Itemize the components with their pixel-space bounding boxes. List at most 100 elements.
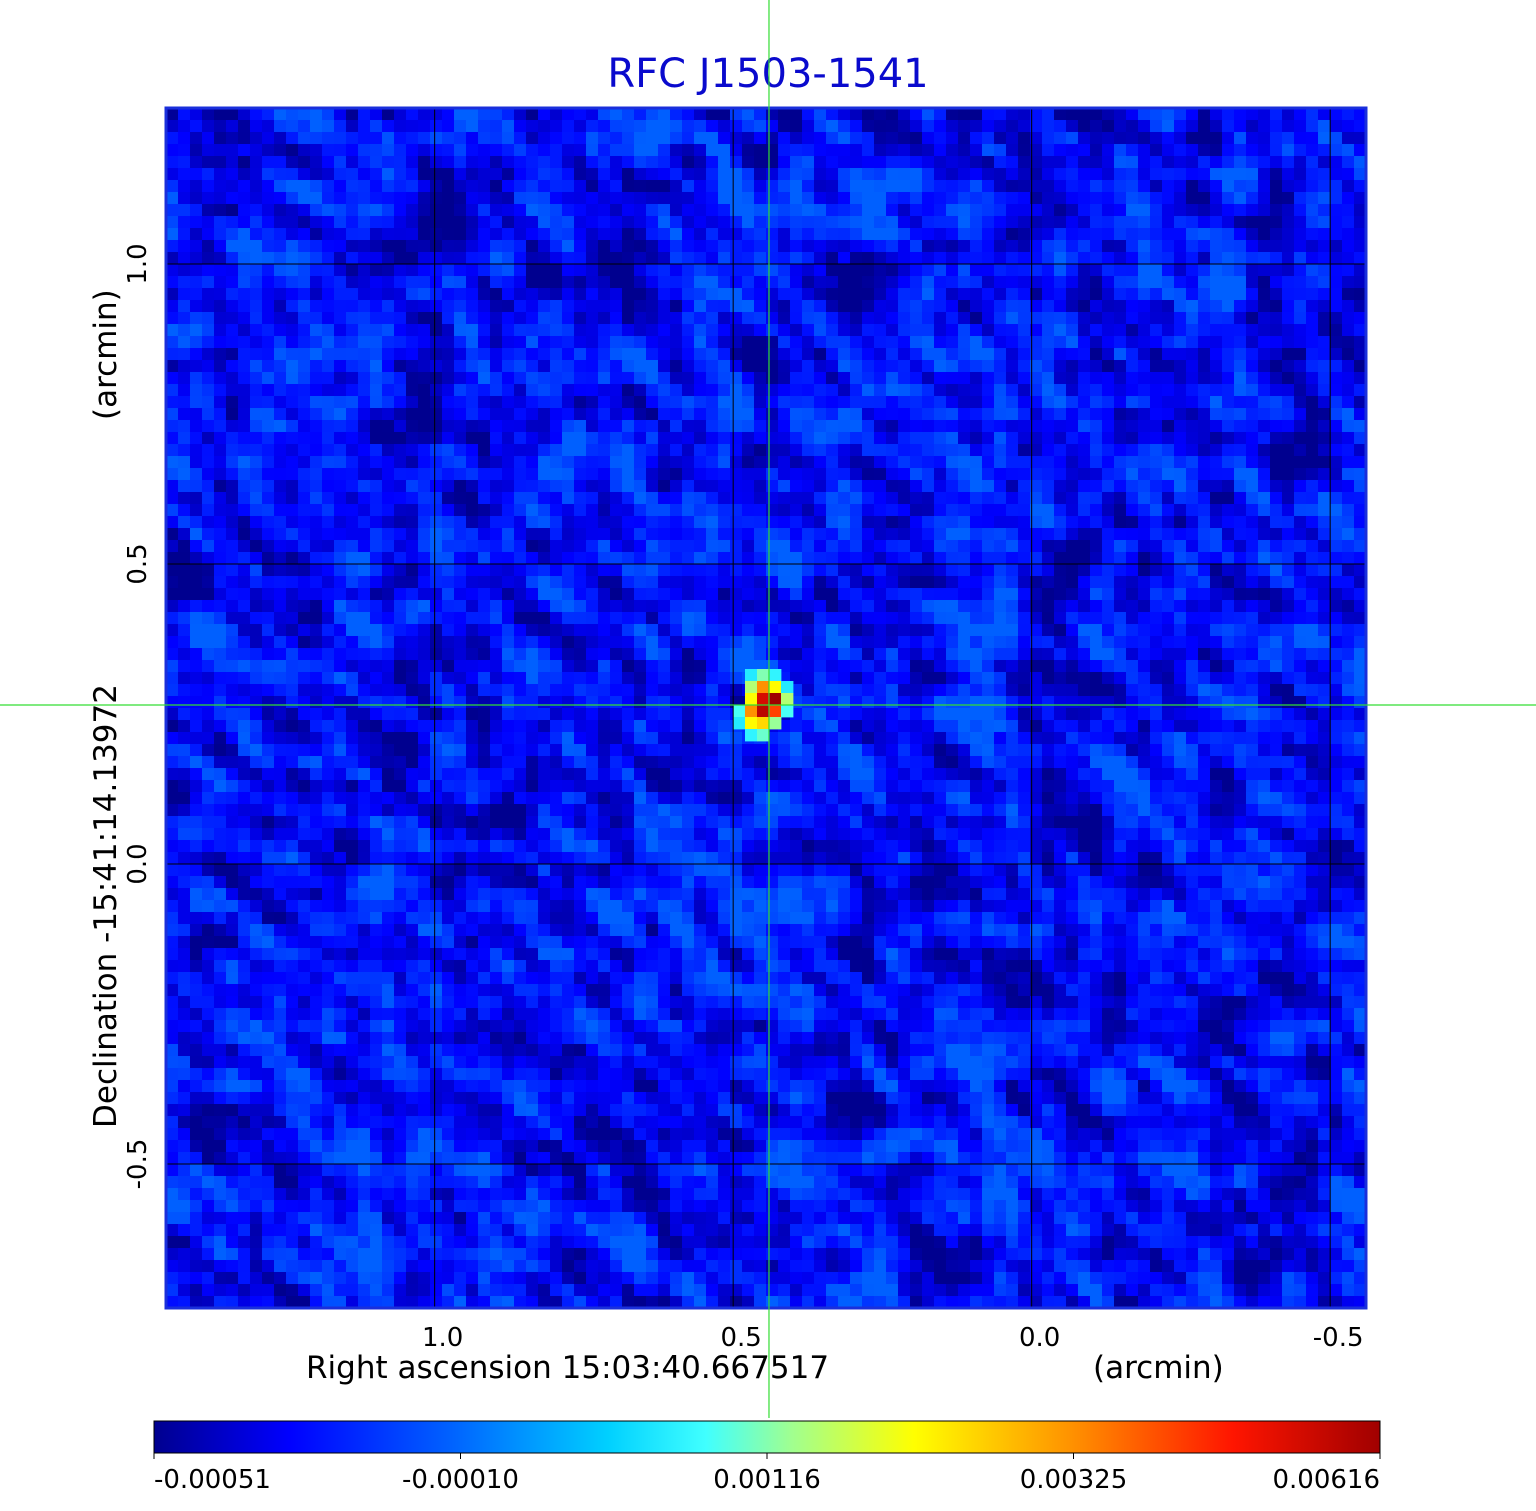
heatmap-cell xyxy=(886,672,899,685)
heatmap-cell xyxy=(430,612,443,625)
heatmap-cell xyxy=(550,360,563,373)
heatmap-cell xyxy=(886,636,899,649)
heatmap-cell xyxy=(490,600,503,613)
heatmap-cell xyxy=(1318,492,1331,505)
heatmap-cell xyxy=(1066,240,1079,253)
heatmap-cell xyxy=(754,216,767,229)
heatmap-cell xyxy=(310,312,323,325)
heatmap-cell xyxy=(1198,528,1211,541)
heatmap-cell xyxy=(442,120,455,133)
heatmap-cell xyxy=(562,612,575,625)
heatmap-cell xyxy=(958,384,971,397)
heatmap-cell xyxy=(1018,180,1031,193)
heatmap-cell xyxy=(694,252,707,265)
heatmap-cell xyxy=(934,312,947,325)
heatmap-cell xyxy=(1078,504,1091,517)
heatmap-cell xyxy=(1066,228,1079,241)
heatmap-cell xyxy=(406,324,419,337)
heatmap-cell xyxy=(1018,108,1031,121)
heatmap-cell xyxy=(610,636,623,649)
heatmap-cell xyxy=(430,348,443,361)
heatmap-cell xyxy=(874,180,887,193)
heatmap-cell xyxy=(1210,696,1223,709)
heatmap-cell xyxy=(946,156,959,169)
heatmap-cell xyxy=(598,276,611,289)
heatmap-cell xyxy=(622,132,635,145)
heatmap-cell xyxy=(490,516,503,529)
heatmap-cell xyxy=(1354,372,1366,385)
heatmap-cell xyxy=(1138,276,1151,289)
heatmap-cell xyxy=(1030,528,1043,541)
heatmap-cell xyxy=(490,180,503,193)
heatmap-cell xyxy=(1330,192,1343,205)
heatmap-cell xyxy=(1270,180,1283,193)
heatmap-cell xyxy=(394,144,407,157)
heatmap-cell xyxy=(1198,432,1211,445)
heatmap-cell xyxy=(1234,480,1247,493)
heatmap-cell xyxy=(802,276,815,289)
heatmap-cell xyxy=(718,540,731,553)
heatmap-cell xyxy=(1246,156,1259,169)
heatmap-cell xyxy=(202,264,215,277)
heatmap-cell xyxy=(1054,516,1067,529)
heatmap-cell xyxy=(946,264,959,277)
heatmap-cell xyxy=(178,264,191,277)
heatmap-cell xyxy=(778,108,791,121)
heatmap-cell xyxy=(1282,192,1295,205)
heatmap-cell xyxy=(478,240,491,253)
heatmap-cell xyxy=(1126,264,1139,277)
heatmap-cell xyxy=(394,288,407,301)
heatmap-cell xyxy=(910,168,923,181)
heatmap-cell xyxy=(814,156,827,169)
heatmap-cell xyxy=(214,648,227,661)
heatmap-cell xyxy=(1066,360,1079,373)
heatmap-cell xyxy=(358,540,371,553)
heatmap-cell xyxy=(1162,132,1175,145)
heatmap-cell xyxy=(790,624,803,637)
heatmap-cell xyxy=(190,360,203,373)
heatmap-cell xyxy=(502,180,515,193)
heatmap-cell xyxy=(898,612,911,625)
heatmap-cell xyxy=(898,240,911,253)
heatmap-cell xyxy=(1306,396,1319,409)
heatmap-cell xyxy=(298,204,311,217)
heatmap-cell xyxy=(454,648,467,661)
heatmap-cell xyxy=(682,540,695,553)
heatmap-cell xyxy=(226,264,239,277)
heatmap-cell xyxy=(1186,288,1199,301)
heatmap-cell xyxy=(226,648,239,661)
heatmap-cell xyxy=(262,336,275,349)
heatmap-cell xyxy=(1342,312,1355,325)
heatmap-cell xyxy=(406,612,419,625)
heatmap-cell xyxy=(634,300,647,313)
heatmap-cell xyxy=(586,348,599,361)
heatmap-cell xyxy=(610,156,623,169)
heatmap-cell xyxy=(1102,420,1115,433)
heatmap-cell xyxy=(598,648,611,661)
heatmap-cell xyxy=(1210,156,1223,169)
heatmap-cell xyxy=(646,696,659,709)
heatmap-cell xyxy=(1174,216,1187,229)
heatmap-cell xyxy=(802,312,815,325)
heatmap-cell xyxy=(514,384,527,397)
heatmap-cell xyxy=(1186,504,1199,517)
heatmap-cell xyxy=(838,648,851,661)
heatmap-cell xyxy=(610,552,623,565)
heatmap-cell xyxy=(994,564,1007,577)
heatmap-cell xyxy=(982,432,995,445)
heatmap-cell xyxy=(802,588,815,601)
heatmap-cell xyxy=(202,240,215,253)
heatmap-cell xyxy=(1258,180,1271,193)
heatmap-cell xyxy=(1186,132,1199,145)
heatmap-cell xyxy=(1258,660,1271,673)
heatmap-cell xyxy=(1042,204,1055,217)
heatmap-cell xyxy=(598,540,611,553)
heatmap-cell xyxy=(790,540,803,553)
heatmap-cell xyxy=(1006,408,1019,421)
heatmap-cell xyxy=(1342,300,1355,313)
heatmap-cell xyxy=(922,552,935,565)
heatmap-cell xyxy=(1318,504,1331,517)
heatmap-cell xyxy=(526,576,539,589)
heatmap-cell xyxy=(682,372,695,385)
heatmap-cell xyxy=(1186,180,1199,193)
